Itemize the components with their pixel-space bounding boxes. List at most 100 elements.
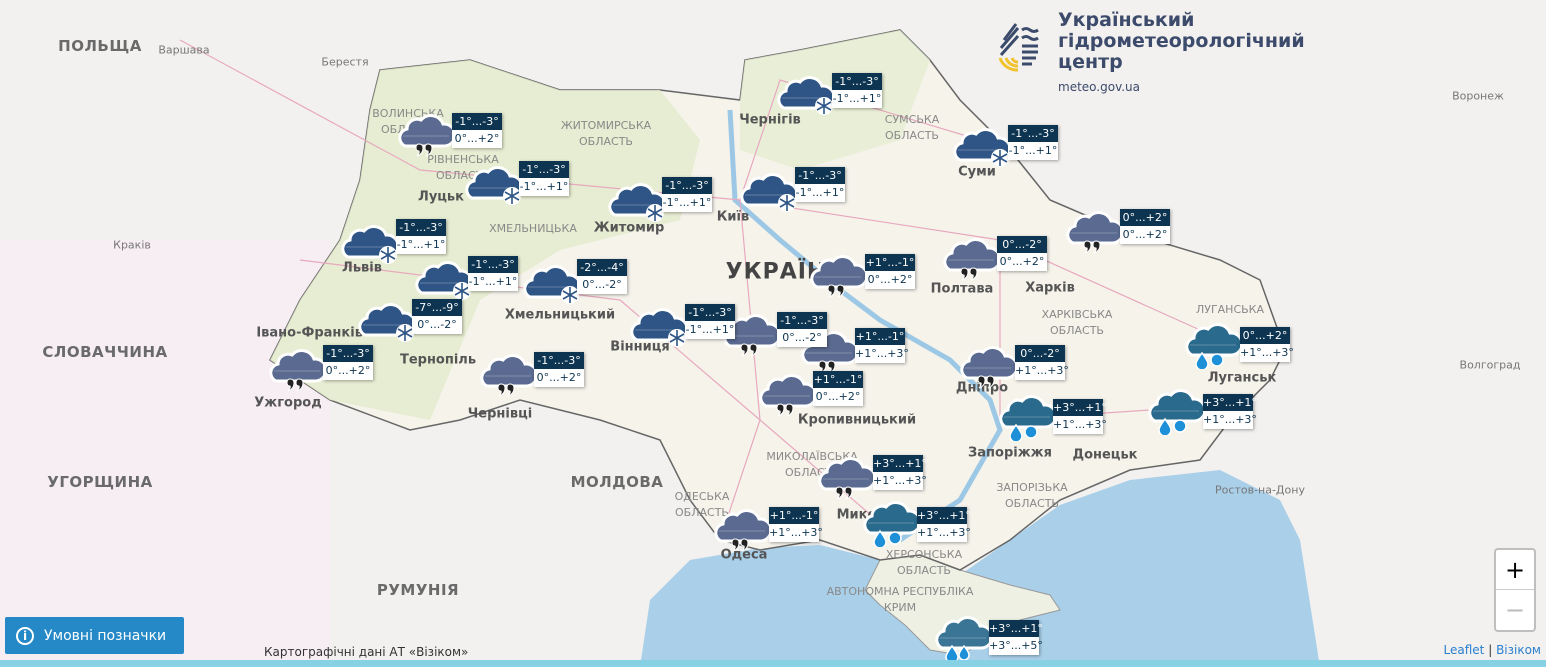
night-temperature: -1°...-3° — [519, 161, 569, 178]
temperature-label[interactable]: +3°...+1° +3°...+5° — [989, 620, 1043, 655]
region-label: ЗАПОРІЗЬКА ОБЛАСТЬ — [996, 481, 1068, 510]
cloud-rain-snow-icon[interactable] — [996, 389, 1058, 443]
day-temperature: +3°...+5° — [989, 637, 1043, 655]
temperature-label[interactable]: -2°...-4° 0°...-2° — [577, 259, 627, 294]
night-temperature: +3°...+1° — [873, 455, 927, 472]
night-temperature: -1°...-3° — [396, 219, 446, 236]
temperature-label[interactable]: 0°...+2° 0°...+2° — [1120, 209, 1170, 244]
zoom-in-button[interactable]: + — [1496, 550, 1534, 590]
temperature-label[interactable]: -7°...-9° 0°...-2° — [412, 299, 462, 334]
cloud-snow-icon[interactable] — [737, 167, 799, 217]
cloud-drizzle-icon[interactable] — [815, 451, 877, 501]
day-temperature: 0°...+2° — [534, 369, 584, 387]
temperature-label[interactable]: +3°...+1° +1°...+3° — [873, 455, 927, 490]
night-temperature: 0°...+2° — [1120, 209, 1170, 226]
legend-button-label: Умовні позначки — [44, 627, 167, 644]
city-label: Ростов-на-Дону — [1215, 483, 1305, 497]
info-icon: i — [16, 626, 34, 645]
cloud-drizzle-icon[interactable] — [477, 348, 539, 398]
temperature-label[interactable]: +1°...-1° +1°...+3° — [769, 507, 823, 542]
temperature-label[interactable]: -1°...-3° -1°...+1° — [832, 73, 882, 108]
water-drop-logo-icon — [998, 23, 1039, 72]
temperature-label[interactable]: +1°...-1° +1°...+3° — [855, 328, 909, 363]
cloud-snow-icon[interactable] — [462, 160, 524, 210]
temperature-label[interactable]: -1°...-3° -1°...+1° — [685, 304, 735, 339]
cloud-snow-icon[interactable] — [338, 219, 400, 269]
temperature-label[interactable]: -1°...-3° -1°...+1° — [519, 161, 569, 196]
logo-title-line3: центр — [1058, 51, 1123, 73]
city-label: Хмельницький — [504, 307, 616, 323]
day-temperature: 0°...+2° — [323, 362, 373, 380]
temperature-label[interactable]: 0°...-2° +1°...+3° — [1015, 345, 1069, 380]
hydromet-center-logo[interactable]: Український гідрометеорологічний центр m… — [996, 10, 1305, 98]
day-temperature: -1°...+1° — [468, 273, 518, 291]
cloud-snow-icon[interactable] — [605, 177, 667, 227]
temperature-label[interactable]: +3°...+1° +1°...+3° — [917, 507, 971, 542]
city-label: Суми — [958, 164, 996, 180]
cloud-drizzle-icon[interactable] — [957, 340, 1019, 390]
night-temperature: -7°...-9° — [412, 299, 462, 316]
leaflet-link[interactable]: Leaflet — [1443, 643, 1485, 657]
cloud-snow-icon[interactable] — [520, 259, 582, 309]
country-label: СЛОВАЧЧИНА — [42, 343, 168, 361]
temperature-label[interactable]: -1°...-3° -1°...+1° — [1008, 125, 1058, 160]
cloud-drizzle-icon[interactable] — [807, 249, 869, 299]
cloud-rain-snow-icon[interactable] — [1182, 317, 1244, 371]
temperature-label[interactable]: +1°...-1° 0°...+2° — [865, 254, 915, 289]
city-label: Чернігів — [739, 112, 801, 128]
temperature-label[interactable]: -1°...-3° 0°...-2° — [777, 312, 827, 347]
day-temperature: -1°...+1° — [1008, 142, 1058, 160]
city-label: Волгоград — [1459, 358, 1521, 372]
night-temperature: +3°...+1° — [1053, 399, 1107, 416]
logo-url: meteo.gov.ua — [1058, 80, 1141, 94]
legend-button[interactable]: i Умовні позначки — [5, 617, 184, 654]
cloud-drizzle-icon[interactable] — [711, 503, 773, 553]
cloud-drizzle-icon[interactable] — [940, 232, 1002, 282]
temperature-label[interactable]: -1°...-3° -1°...+1° — [396, 219, 446, 254]
attribution-separator: | — [1488, 643, 1493, 657]
temperature-label[interactable]: 0°...+2° +1°...+3° — [1240, 327, 1294, 362]
day-temperature: -1°...+1° — [662, 194, 712, 212]
day-temperature: 0°...+2° — [813, 388, 863, 406]
city-label: Полтава — [930, 281, 994, 297]
city-label: Луганськ — [1207, 370, 1277, 386]
night-temperature: -1°...-3° — [323, 345, 373, 362]
cloud-snow-icon[interactable] — [412, 255, 474, 305]
city-label: Київ — [716, 209, 750, 225]
cloud-snow-icon[interactable] — [355, 297, 417, 347]
region-label: ХМЕЛЬНИЦЬКА — [489, 222, 577, 235]
country-label: УГОРЩИНА — [47, 473, 153, 491]
cloud-drizzle-icon[interactable] — [395, 108, 457, 158]
day-temperature: +1°...+3° — [1053, 416, 1107, 434]
city-label: Івано-Франківськ — [256, 325, 388, 341]
vizicom-link[interactable]: Візіком — [1496, 643, 1541, 657]
temperature-label[interactable]: +3°...+1° +1°...+3° — [1053, 399, 1107, 434]
temperature-label[interactable]: +1°...-1° 0°...+2° — [813, 371, 863, 406]
city-label: Харків — [1025, 280, 1075, 296]
night-temperature: -1°...-3° — [685, 304, 735, 321]
cloud-drizzle-icon[interactable] — [1063, 205, 1125, 255]
temperature-label[interactable]: -1°...-3° 0°...+2° — [323, 345, 373, 380]
zoom-out-button[interactable]: − — [1504, 595, 1526, 624]
region-label: ХАРКІВСЬКА ОБЛАСТЬ — [1041, 308, 1113, 337]
temperature-label[interactable]: -1°...-3° -1°...+1° — [468, 256, 518, 291]
cloud-snow-icon[interactable] — [627, 302, 689, 352]
cloud-rain-snow-icon[interactable] — [1145, 383, 1207, 437]
bottom-strip — [0, 660, 1546, 667]
cloud-rain-snow-icon[interactable] — [860, 495, 922, 549]
cloud-drizzle-icon[interactable] — [266, 343, 328, 393]
temperature-label[interactable]: 0°...-2° 0°...+2° — [997, 236, 1047, 271]
temperature-label[interactable]: -1°...-3° 0°...+2° — [534, 352, 584, 387]
city-label: Берестя — [321, 55, 369, 69]
day-temperature: -1°...+1° — [396, 236, 446, 254]
temperature-label[interactable]: -1°...-3° 0°...+2° — [452, 113, 502, 148]
day-temperature: 0°...+2° — [997, 253, 1047, 271]
city-label: Дніпро — [955, 380, 1009, 396]
cloud-drizzle-icon[interactable] — [756, 368, 818, 418]
cloud-snow-icon[interactable] — [774, 70, 836, 120]
cloud-rain-icon[interactable] — [932, 610, 994, 664]
cloud-snow-icon[interactable] — [950, 122, 1012, 172]
temperature-label[interactable]: -1°...-3° -1°...+1° — [662, 177, 712, 212]
temperature-label[interactable]: +3°...+1° +1°...+3° — [1203, 394, 1257, 429]
temperature-label[interactable]: -1°...-3° -1°...+1° — [795, 167, 845, 202]
